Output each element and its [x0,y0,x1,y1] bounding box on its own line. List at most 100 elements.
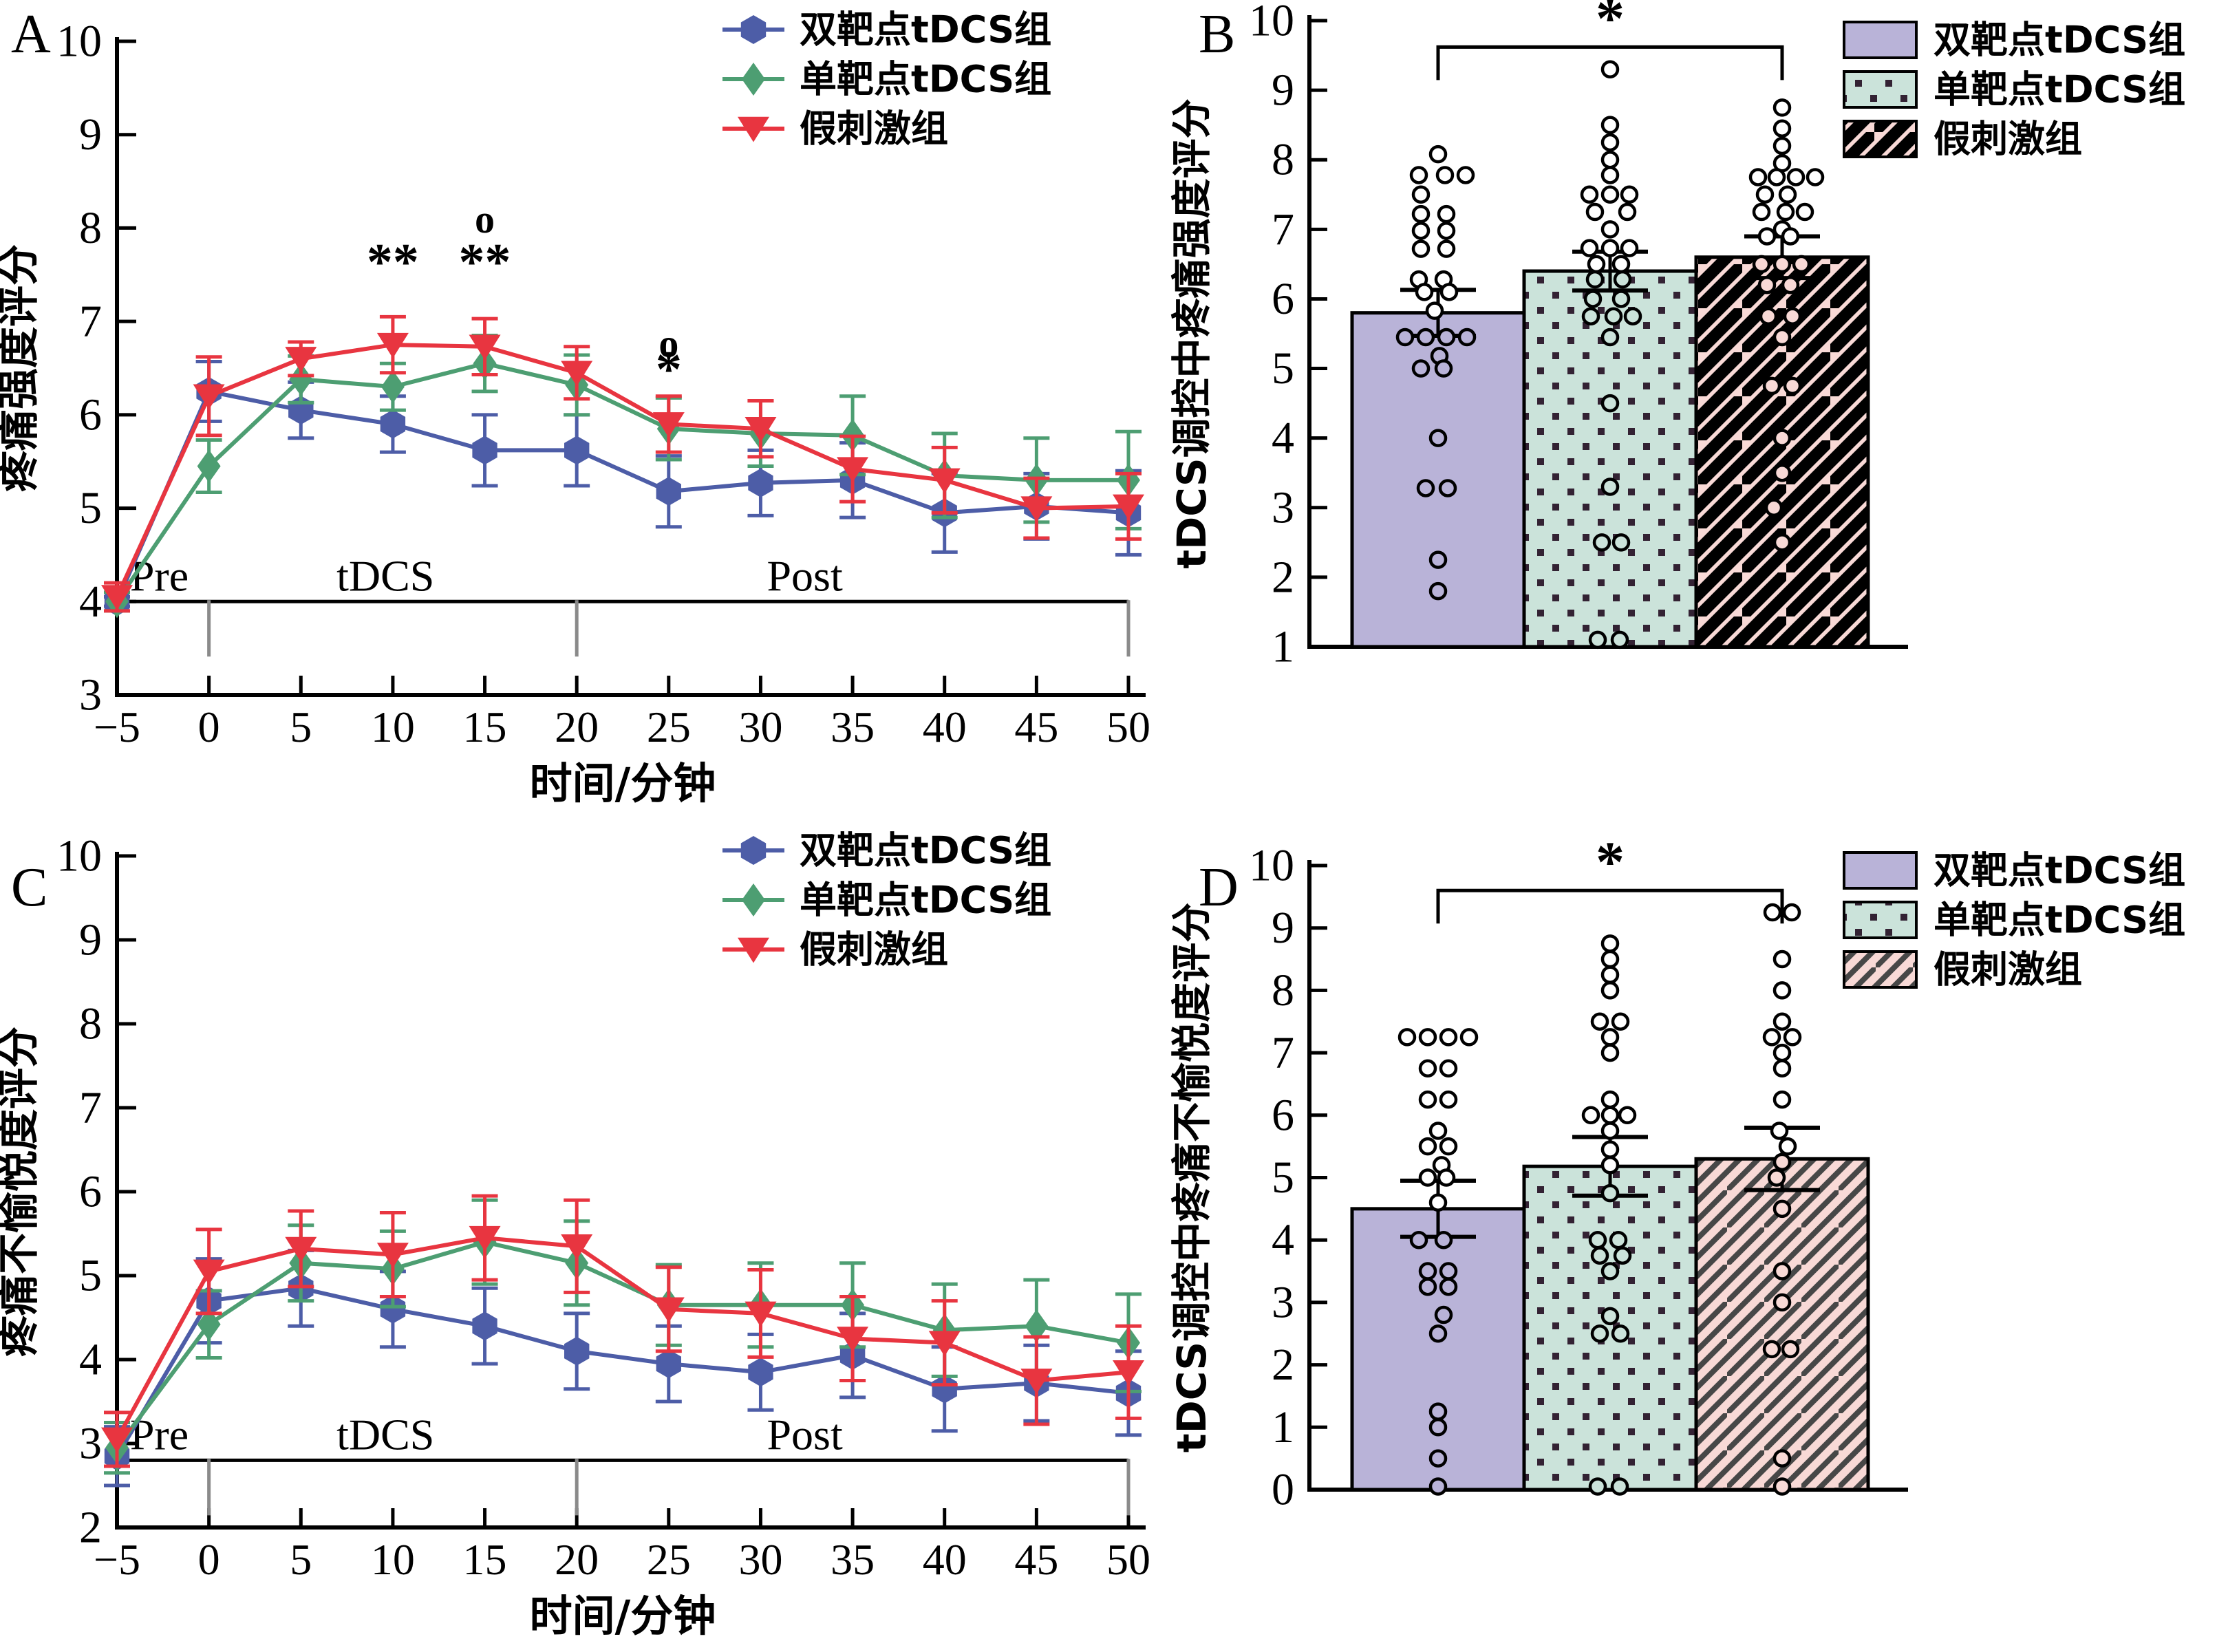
panel-a-significance-annotation: ** [367,233,419,291]
panel-d-y-tick-label: 10 [1249,841,1294,891]
panel-d-data-point [1600,950,1620,969]
panel-d-data-point [1428,1402,1448,1421]
panel-c-legend-label: 单靶点tDCS组 [800,879,1051,922]
panel-d-data-point [1428,1324,1448,1343]
panel-b-y-tick-label: 2 [1272,552,1294,602]
panel-b-data-point [1604,307,1623,325]
panel-a-marker-single-target-tdcs [197,449,221,483]
panel-b-data-point [1781,227,1800,246]
panel-c-x-tick-label: 5 [290,1535,312,1584]
panel-a-y-tick-label: 7 [79,297,102,347]
panel-b-data-point [1600,239,1620,257]
panel-b-data-point [1623,307,1642,325]
panel-b-legend-swatch [1843,120,1918,158]
panel-d-data-point [1600,965,1620,984]
panel-d-y-axis-title: tDCS调控中疼痛不愉悦度评分 [1170,903,1215,1452]
panel-c-marker-dual-target-tdcs [656,1349,681,1379]
panel-c-x-tick-label: 0 [198,1535,220,1584]
panel-c-phase-label-tdcs: tDCS [336,1410,434,1459]
panel-b-y-tick-label: 8 [1272,135,1294,185]
panel-b-data-point [1759,307,1778,325]
panel-c-legend-marker [738,937,769,963]
panel-c-phase-timeline: Pre tDCS Post [117,1410,1131,1516]
panel-d-data-point [1418,1137,1437,1156]
panel-c-line-dual-target-tdcs [115,1286,1129,1457]
panel-c-y-tick-label: 6 [79,1167,102,1217]
panel-a-y-tick-label: 8 [79,203,102,253]
panel-d-significance-bracket: * [1436,830,1784,924]
panel-c-marker-sham [837,1327,869,1353]
panel-a-significance-annotation: * [656,341,682,398]
panel-c-y-tick-label: 4 [79,1335,102,1385]
panel-b-data-point [1795,202,1814,222]
panel-a-marker-dual-target-tdcs [380,409,406,439]
panel-d-y-tick-label: 0 [1272,1465,1294,1515]
panel-d-data-point [1772,1059,1792,1078]
panel-b-data-point [1438,479,1457,497]
panel-d-legend-label: 假刺激组 [1934,948,2082,991]
panel-b-data-point [1437,328,1456,347]
panel-d-data-point [1600,1028,1620,1047]
panel-d-bar-group-single-target-tdcs [1522,934,1698,1496]
panel-d-scatter-dual-target-tdcs [1397,1028,1479,1496]
panel-a-series-single-target-tdcs [104,334,1142,619]
panel-c-series-sham [101,1194,1144,1468]
panel-b-data-point [1585,202,1605,222]
panel-d-y-tick-label: 7 [1272,1028,1294,1078]
panel-b-data-point [1600,60,1620,79]
panel-d-data-point [1782,903,1801,922]
panel-b-legend-item-single-target-tdcs: 单靶点tDCS组 [1843,68,2185,111]
panel-b-y-tick-label: 4 [1272,413,1294,463]
panel-b-data-point [1583,290,1603,308]
panel-a-marker-sham [193,384,225,410]
panel-b-bar-chart: 1 2 3 4 5 6 7 8 9 10 tDCS调控中疼痛强度评分 * 双靶点tDCS组单靶点tDCS… [1170,0,2185,672]
panel-b-data-point [1415,283,1434,301]
panel-b-data-point [1437,204,1456,224]
panel-b-legend-item-dual-target-tdcs: 双靶点tDCS组 [1843,19,2185,62]
panel-b-data-point [1772,463,1792,482]
panel-a-marker-sham [745,416,777,442]
panel-c-x-axis-title: 时间/分钟 [530,1591,716,1641]
panel-b-data-point [1435,166,1455,184]
panel-d-data-point [1588,1230,1607,1249]
panel-d-bar-chart: 0 1 2 3 4 5 6 7 8 9 10 tDCS调控中疼痛不愉悦度评分 * 双靶点tDCS组单靶点t… [1170,830,2185,1515]
panel-d-data-point [1409,1230,1428,1249]
panel-d-data-point [1610,1477,1629,1496]
panel-b-data-point [1620,185,1639,204]
panel-d-data-point [1588,1477,1607,1496]
panel-a-x-tick-label: 20 [555,702,599,751]
panel-b-bar-sham [1694,255,1870,649]
panel-d-data-point [1439,1137,1458,1156]
panel-b-data-point [1409,166,1428,184]
panel-b-data-point [1580,239,1599,257]
panel-b-data-point [1437,222,1456,240]
panel-d-data-point [1434,1230,1453,1249]
panel-d-data-point [1772,1090,1792,1109]
panel-b-y-tick-label: 10 [1249,0,1294,46]
panel-a-letter: A [11,4,51,65]
panel-b-data-point [1587,255,1606,274]
panel-a-marker-sham [1020,496,1053,522]
panel-c-y-tick-label: 10 [56,831,102,881]
panel-d-legend-swatch [1843,950,1918,989]
panel-d-data-point [1600,1090,1620,1109]
panel-d-y-tick-label: 6 [1272,1090,1294,1140]
panel-c-marker-dual-target-tdcs [380,1294,406,1324]
panel-b-data-point [1613,270,1632,289]
panel-b-y-tick-label: 6 [1272,274,1294,324]
panel-a-legend-label: 双靶点tDCS组 [800,8,1051,52]
panel-b-data-point [1411,239,1431,258]
panel-d-data-point [1590,1324,1609,1343]
panel-c-x-tick-label: 50 [1106,1535,1150,1584]
panel-a-marker-dual-target-tdcs [748,468,773,497]
panel-c-marker-dual-target-tdcs [564,1336,590,1366]
panel-a-y-tick-label: 5 [79,483,102,533]
panel-a-legend-label: 单靶点tDCS组 [800,58,1051,101]
panel-b-data-point [1618,202,1637,222]
panel-c-marker-sham [1113,1360,1144,1386]
panel-d-data-point [1418,1277,1437,1296]
